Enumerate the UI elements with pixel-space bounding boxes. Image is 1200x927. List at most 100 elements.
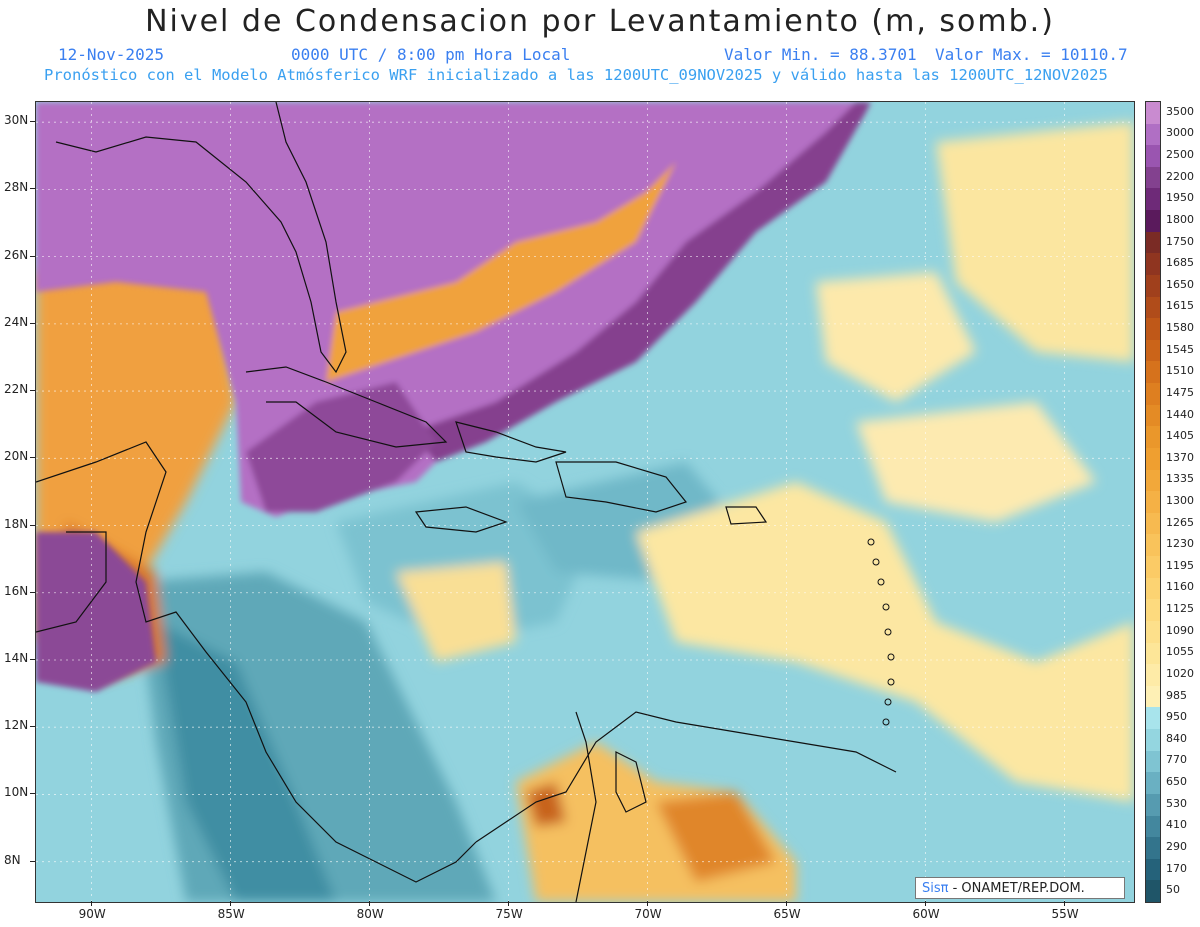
colorbar-label: 1800 — [1166, 212, 1194, 226]
colorbar-label: 530 — [1166, 796, 1187, 810]
colorbar-swatch — [1146, 102, 1160, 125]
colorbar-label: 985 — [1166, 688, 1187, 702]
forecast-date: 12-Nov-2025 — [58, 45, 164, 64]
colorbar-swatch — [1146, 620, 1160, 644]
colorbar-swatch — [1146, 512, 1160, 535]
lon-label-85W: 85W — [217, 907, 245, 921]
lon-label-90W: 90W — [78, 907, 106, 921]
colorbar-swatch — [1146, 772, 1160, 795]
colorbar-swatch — [1146, 858, 1160, 881]
colorbar-label: 3500 — [1166, 104, 1194, 118]
colorbar-swatch — [1146, 750, 1160, 773]
lat-label-24N: 24N — [4, 314, 29, 329]
lon-tick — [924, 901, 926, 906]
colorbar-swatch — [1146, 793, 1160, 816]
lesser-antilles — [867, 538, 895, 726]
high-lcl-region — [36, 102, 871, 692]
lat-tick — [30, 726, 35, 728]
colorbar-label: 1300 — [1166, 494, 1194, 507]
colorbar-label: 1265 — [1166, 515, 1194, 529]
colorbar-swatch — [1146, 491, 1160, 514]
colorbar-label: 1440 — [1166, 407, 1194, 421]
colorbar-swatch — [1146, 880, 1160, 903]
colorbar-swatch — [1146, 404, 1160, 427]
colorbar-swatch — [1146, 166, 1160, 189]
colorbar-label: 1055 — [1166, 645, 1194, 659]
colorbar-label: 290 — [1166, 839, 1187, 853]
colorbar-label: 1370 — [1166, 450, 1194, 464]
lat-tick — [30, 658, 35, 660]
model-info: Pronóstico con el Modelo Atmósferico WRF… — [44, 66, 1108, 84]
graticule — [36, 102, 1134, 902]
colorbar-label: 1580 — [1166, 321, 1194, 335]
forecast-time: 0000 UTC / 8:00 pm Hora Local — [291, 45, 571, 64]
colorbar-swatch — [1146, 210, 1160, 233]
lat-label-28N: 28N — [4, 180, 29, 195]
colorbar-swatch — [1146, 534, 1160, 557]
colorbar-label: 3000 — [1166, 126, 1194, 140]
colorbar-swatch — [1146, 469, 1160, 492]
lon-label-80W: 80W — [356, 907, 384, 921]
colorbar-label: 650 — [1166, 775, 1187, 789]
map-panel — [35, 101, 1135, 903]
sispi-logo: Sisπ — [922, 881, 949, 896]
colorbar-label: 1335 — [1166, 472, 1194, 486]
colorbar-swatch — [1146, 447, 1160, 471]
colorbar-label: 2500 — [1166, 148, 1194, 162]
lat-label-26N: 26N — [4, 247, 29, 262]
lon-tick — [646, 901, 648, 906]
colorbar-swatch — [1146, 145, 1160, 168]
colorbar-label: 840 — [1166, 731, 1187, 745]
lat-tick — [30, 121, 35, 123]
lon-tick — [229, 901, 231, 906]
colorbar-label: 1475 — [1166, 385, 1194, 399]
lon-tick — [785, 901, 787, 906]
lon-tick — [1063, 901, 1065, 906]
lat-tick — [30, 322, 35, 324]
max-value: Valor Max. = 10110.7 — [935, 45, 1128, 64]
lon-label-65W: 65W — [773, 907, 801, 921]
lcl-field-map — [36, 102, 1134, 902]
lat-label-12N: 12N — [4, 718, 29, 733]
colorbar-label: 1750 — [1166, 234, 1194, 248]
lat-tick — [30, 524, 35, 526]
colorbar-swatch — [1146, 253, 1160, 276]
colorbar-label: 770 — [1166, 753, 1187, 767]
colorbar-swatch — [1146, 318, 1160, 341]
colorbar-label: 50 — [1166, 883, 1180, 897]
colorbar-swatch — [1146, 664, 1160, 687]
colorbar-swatch — [1146, 642, 1160, 665]
lat-label-16N: 16N — [4, 583, 29, 598]
lon-label-60W: 60W — [912, 907, 940, 921]
lat-label-14N: 14N — [4, 650, 29, 665]
lon-tick — [90, 901, 92, 906]
colorbar-swatch — [1146, 837, 1160, 860]
lat-tick — [30, 188, 35, 190]
colorbar-swatch — [1146, 707, 1160, 730]
colorbar-swatch — [1146, 383, 1160, 406]
lat-label-18N: 18N — [4, 516, 29, 531]
lat-label-8N: 8N — [4, 852, 21, 867]
colorbar-swatch — [1146, 556, 1160, 579]
colorbar-swatch — [1146, 426, 1160, 449]
lat-label-20N: 20N — [4, 449, 29, 464]
colorbar-swatch — [1146, 231, 1160, 254]
colorbar-label: 1090 — [1166, 623, 1194, 637]
colorbar-label: 1615 — [1166, 299, 1194, 313]
colorbar-label: 1405 — [1166, 429, 1194, 443]
credit-text: - ONAMET/REP.DOM. — [948, 881, 1085, 896]
colorbar-label: 1020 — [1166, 666, 1194, 680]
lat-label-30N: 30N — [4, 113, 29, 128]
colorbar-swatch — [1146, 296, 1160, 319]
lon-label-55W: 55W — [1051, 907, 1079, 921]
lat-tick — [30, 457, 35, 459]
colorbar-label: 2200 — [1166, 169, 1194, 183]
lon-tick — [368, 901, 370, 906]
colorbar-swatch — [1146, 188, 1160, 211]
lat-label-22N: 22N — [4, 382, 29, 397]
colorbar-label: 1230 — [1166, 537, 1194, 551]
colorbar-label: 410 — [1166, 818, 1187, 832]
lat-label-10N: 10N — [4, 785, 29, 800]
lat-tick — [30, 255, 35, 257]
colorbar-swatch — [1146, 599, 1160, 622]
